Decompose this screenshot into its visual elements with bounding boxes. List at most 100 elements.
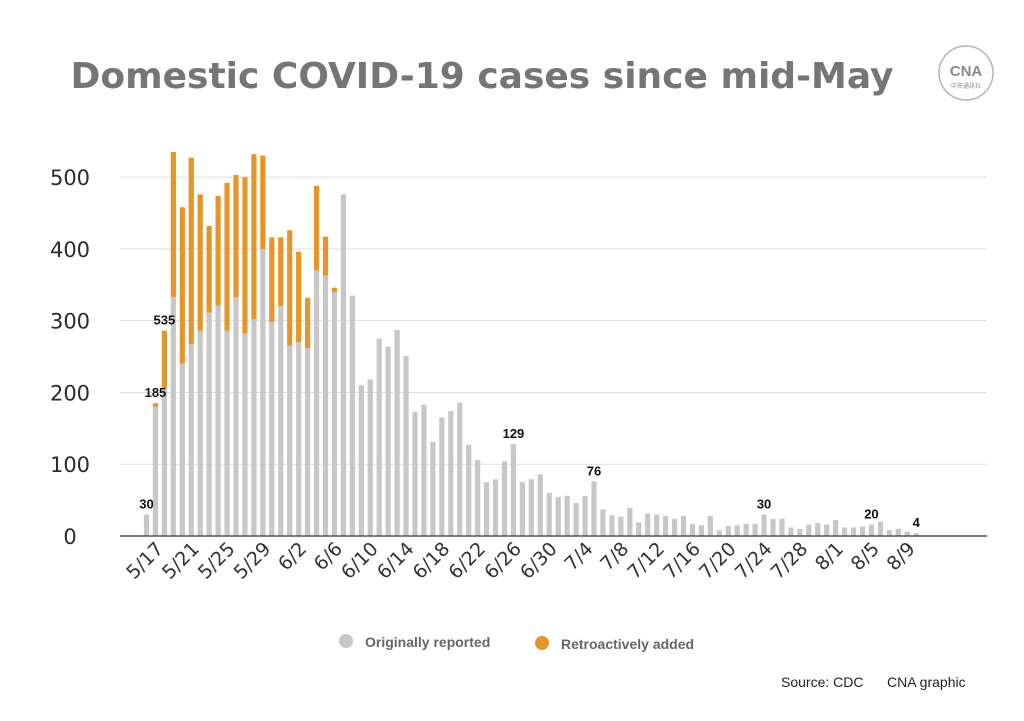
bar-original-7-27 <box>797 528 803 536</box>
bar-original-7-21 <box>743 523 749 536</box>
source-text: Source: CDC <box>781 674 863 690</box>
bar-original-6-22 <box>484 482 490 536</box>
bar-retro-6-4 <box>322 236 329 276</box>
bar-retro-5-29 <box>269 237 275 323</box>
legend-label-original: Originally reported <box>365 634 490 650</box>
bar-retro-6-2 <box>305 297 311 348</box>
bar-original-6-24 <box>501 461 508 536</box>
chart-title: Domestic COVID-19 cases since mid-May <box>71 56 894 97</box>
bar-retro-5-26 <box>242 177 248 334</box>
bar-original-7-17 <box>707 515 713 536</box>
bar-retro-5-31 <box>287 230 293 346</box>
y-axis-ticks: 0 100 200 300 400 500 <box>50 166 90 549</box>
bar-original-6-15 <box>421 404 427 536</box>
bar-original-8-2 <box>850 527 857 536</box>
bar-original-5-26 <box>242 333 248 536</box>
y-tick-label-100: 100 <box>50 453 90 477</box>
bar-original-6-30 <box>555 497 561 536</box>
y-tick-label-300: 300 <box>50 310 90 334</box>
y-tick-label-200: 200 <box>50 381 90 405</box>
bar-retro-5-30 <box>278 237 284 307</box>
bar-original-7-26 <box>788 527 794 536</box>
bar-original-5-15 <box>143 514 150 536</box>
bar-original-6-18 <box>448 411 454 536</box>
bar-original-8-5 <box>877 521 883 536</box>
bar-original-7-2 <box>573 502 579 536</box>
bar-retro-5-20 <box>188 157 194 345</box>
bar-original-7-9 <box>636 522 642 536</box>
bar-original-7-3 <box>582 495 588 536</box>
x-tick-label-6-2: 6/2 <box>274 538 311 575</box>
bar-original-6-11 <box>385 346 391 536</box>
x-axis-ticks: 5/175/215/255/296/26/66/106/146/186/226/… <box>122 538 920 584</box>
data-label-5-15: 30 <box>139 496 153 511</box>
x-tick-label-6-18: 6/18 <box>409 538 455 584</box>
bar-original-6-12 <box>394 330 400 536</box>
bar-original-6-27 <box>528 479 534 536</box>
x-tick-label-7-20: 7/20 <box>695 538 741 584</box>
data-labels: 30 185 535 129 76 30 20 4 <box>139 313 920 530</box>
bar-original-7-18 <box>716 530 722 536</box>
bar-original-7-29 <box>815 523 821 536</box>
bar-original-6-8 <box>358 385 364 536</box>
bar-original-7-10 <box>645 513 651 536</box>
bar-retro-6-5 <box>331 287 338 292</box>
x-tick-label-7-28: 7/28 <box>767 538 813 584</box>
bar-original-8-6 <box>886 530 892 536</box>
bar-original-7-12 <box>663 515 669 536</box>
data-label-5-17: 535 <box>154 313 176 328</box>
bar-original-6-19 <box>457 402 463 536</box>
bar-original-7-30 <box>824 524 830 536</box>
bar-original-5-20 <box>188 344 194 536</box>
bar-original-5-25 <box>233 296 239 536</box>
bar-original-6-13 <box>403 355 409 536</box>
bar-retro-6-1 <box>296 251 302 343</box>
y-tick-label-500: 500 <box>50 166 90 190</box>
cna-logo: CNA 中央通訊社 <box>938 45 994 101</box>
bar-original-5-19 <box>179 363 185 536</box>
x-tick-label-7-16: 7/16 <box>659 538 705 584</box>
y-tick-label-400: 400 <box>50 238 90 262</box>
x-tick-label-5-21: 5/21 <box>158 538 204 584</box>
data-label-7-23: 30 <box>757 496 771 511</box>
bar-original-5-21 <box>197 330 203 536</box>
bar-original-8-4 <box>868 524 875 536</box>
bar-original-7-4 <box>591 481 597 536</box>
x-tick-label-6-14: 6/14 <box>373 538 419 584</box>
bar-original-5-16 <box>152 406 159 536</box>
x-tick-label-7-24: 7/24 <box>731 538 777 584</box>
bar-original-5-29 <box>269 322 275 536</box>
data-label-6-25: 129 <box>503 426 525 441</box>
bar-original-6-6 <box>340 194 346 536</box>
bar-retro-5-16 <box>152 403 159 407</box>
bar-original-6-10 <box>376 338 382 536</box>
legend-swatch-retro <box>535 636 549 650</box>
data-label-8-4: 20 <box>864 507 878 522</box>
x-tick-label-5-17: 5/17 <box>122 538 168 584</box>
bar-original-6-25 <box>510 444 517 536</box>
x-tick-label-6-10: 6/10 <box>337 538 383 584</box>
bar-original-6-5 <box>331 291 338 536</box>
bar-original-7-25 <box>779 518 785 536</box>
x-tick-label-8-5: 8/5 <box>847 538 884 575</box>
bar-original-5-27 <box>251 319 257 536</box>
bars <box>143 152 919 536</box>
bar-original-5-18 <box>170 296 176 536</box>
bar-retro-5-21 <box>197 194 203 331</box>
credit-text: CNA graphic <box>887 674 966 690</box>
bar-original-8-9 <box>913 533 919 536</box>
bar-original-6-20 <box>466 444 472 536</box>
legend-label-retro: Retroactively added <box>561 636 694 652</box>
bar-retro-5-24 <box>224 182 230 331</box>
legend: Originally reported Retroactively added <box>339 634 694 652</box>
bar-original-6-7 <box>349 295 355 536</box>
x-tick-label-8-9: 8/9 <box>883 538 920 575</box>
x-tick-label-7-4: 7/4 <box>560 538 597 575</box>
bar-original-6-16 <box>430 441 436 536</box>
bar-original-6-29 <box>546 492 552 536</box>
bar-original-8-3 <box>859 526 866 536</box>
bar-original-5-28 <box>260 248 266 536</box>
bar-original-6-21 <box>475 459 481 536</box>
bar-original-7-1 <box>564 495 570 536</box>
